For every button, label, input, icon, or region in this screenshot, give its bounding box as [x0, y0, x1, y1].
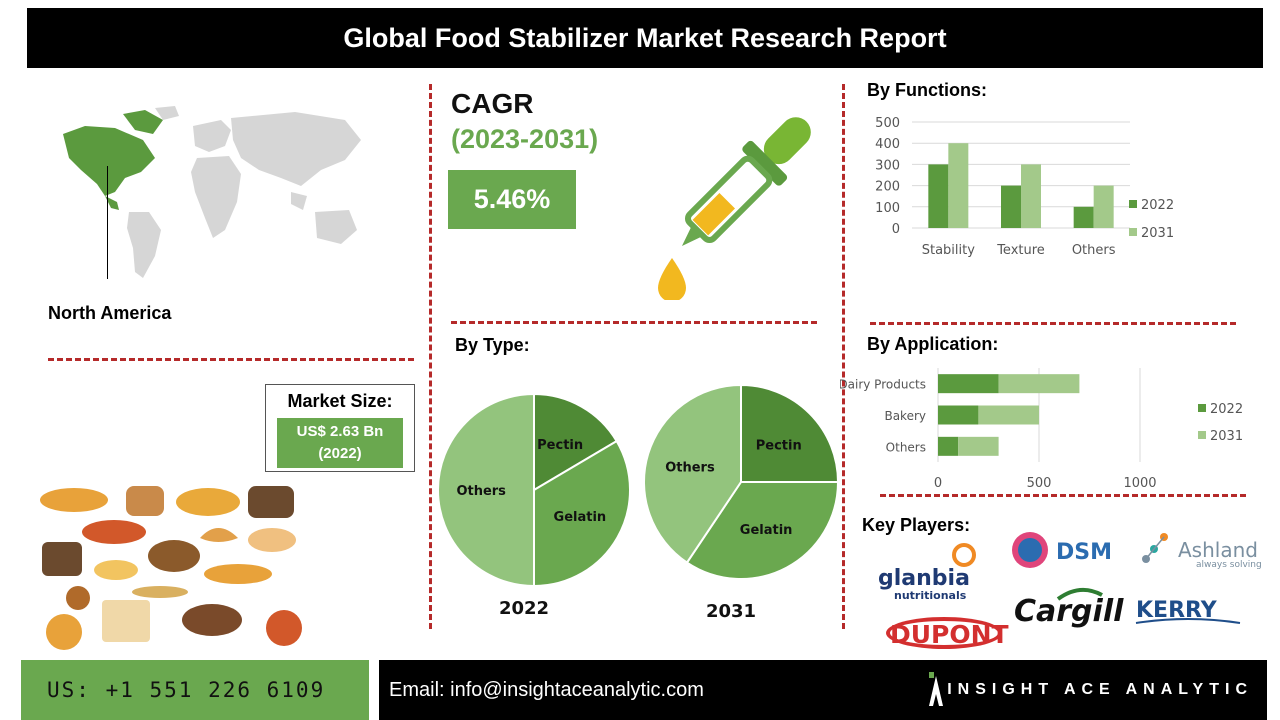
- application-bar-2031: [958, 436, 999, 456]
- application-bar-2022: [938, 374, 999, 394]
- logo-kerry: KERRY: [1135, 598, 1241, 624]
- divider-right: [842, 84, 845, 629]
- application-category-label: Dairy Products: [840, 378, 926, 392]
- type-pie-slice-label: Others: [665, 460, 715, 475]
- application-heading: By Application:: [867, 334, 999, 354]
- type-pie-slice-gelatin: [685, 481, 840, 580]
- application-bar-2031: [998, 374, 1080, 394]
- type-pie-charts: Pectin Gelatin Others 2022 Pectin Gelatin Othe…: [437, 383, 840, 622]
- map-pointer-line: [107, 166, 108, 279]
- brand-name: INSIGHT ACE ANALYTIC: [947, 681, 1253, 698]
- logo-dsm: DSM: [1012, 532, 1112, 568]
- functions-ytick-label: 200: [875, 180, 900, 195]
- type-pie-slice-label: Gelatin: [740, 523, 793, 538]
- functions-ytick-label: 100: [875, 201, 900, 216]
- divider-functions: [870, 322, 1236, 325]
- type-pie-slice-pectin: [740, 383, 840, 483]
- functions-category-label: Others: [1072, 243, 1116, 258]
- footer-bar: Email: info@insightaceanalytic.com INSIG…: [379, 660, 1267, 720]
- logo-dupont: DUPONT: [886, 617, 1009, 649]
- type-pie-slice-label: Pectin: [756, 438, 802, 453]
- application-bar-2022: [938, 405, 979, 425]
- cagr-title: CAGR: [451, 88, 534, 119]
- market-size-value-year: (2022): [318, 445, 362, 462]
- logo-ashland-sub: always solving: [1196, 560, 1262, 570]
- application-legend-swatch: [1198, 431, 1206, 439]
- application-xtick-label: 1000: [1123, 476, 1156, 491]
- functions-category-label: Texture: [996, 243, 1045, 258]
- application-xtick-label: 500: [1027, 476, 1052, 491]
- logo-cargill: Cargill: [1014, 587, 1124, 629]
- cagr-years: (2023-2031): [451, 124, 599, 154]
- type-heading: By Type:: [455, 335, 530, 355]
- application-xtick-label: 0: [934, 476, 942, 491]
- functions-bar-2022: [928, 164, 949, 228]
- type-pie-slice-gelatin: [533, 439, 631, 588]
- type-pie-slice-label: Others: [456, 484, 506, 499]
- application-legend-label: 2031: [1210, 429, 1243, 444]
- logo-glanbia-name: glanbia: [878, 566, 970, 591]
- application-legend-swatch: [1198, 404, 1206, 412]
- functions-bar-2031: [948, 143, 969, 228]
- functions-legend-label: 2031: [1141, 226, 1174, 241]
- functions-legend-label: 2022: [1141, 198, 1174, 213]
- functions-ytick-label: 0: [892, 222, 900, 237]
- divider-left: [429, 84, 432, 629]
- application-bar-chart: 0 500 1000 Dairy Products Bakery Others 2022 20…: [840, 368, 1243, 491]
- type-pie-slice-pectin: [533, 392, 619, 492]
- type-pie-slice-others: [437, 392, 535, 588]
- application-legend-label: 2022: [1210, 402, 1243, 417]
- functions-bar-chart: 0 100 200 300 400 500 Stability Texture Others 20…: [875, 116, 1174, 258]
- email-address: Email: info@insightaceanalytic.com: [389, 678, 704, 701]
- functions-bar-2022: [1073, 206, 1094, 228]
- logo-cargill-name: Cargill: [1014, 594, 1124, 629]
- phone-number: US: +1 551 226 6109: [21, 660, 369, 720]
- functions-ytick-label: 400: [875, 137, 900, 152]
- application-category-label: Others: [886, 440, 926, 454]
- dropper-icon: [658, 117, 811, 300]
- key-players-heading: Key Players:: [862, 515, 971, 535]
- divider-application: [880, 494, 1246, 497]
- functions-heading: By Functions:: [867, 80, 987, 100]
- brand-logo-icon: [929, 672, 943, 706]
- functions-legend-swatch: [1129, 200, 1137, 208]
- page-title: Global Food Stabilizer Market Research R…: [27, 8, 1263, 68]
- application-category-label: Bakery: [884, 409, 926, 423]
- logo-dsm-name: DSM: [1056, 540, 1112, 565]
- divider-cagr: [451, 321, 817, 324]
- type-pie-slice-label: Gelatin: [554, 510, 607, 525]
- functions-legend-swatch: [1129, 228, 1137, 236]
- key-players-logos: glanbia nutritionals DSM Ashland always …: [878, 532, 1262, 649]
- bakery-products-illustration: [40, 486, 302, 650]
- type-pie-year-label: 2031: [706, 601, 756, 622]
- market-size-value: US$ 2.63 Bn (2022): [277, 418, 403, 468]
- market-size-value-amount: US$ 2.63 Bn: [296, 423, 384, 440]
- functions-ytick-label: 500: [875, 116, 900, 131]
- cagr-value: 5.46%: [448, 170, 576, 229]
- world-map: [63, 106, 361, 278]
- functions-bar-2031: [1021, 164, 1041, 228]
- logo-glanbia: glanbia nutritionals: [878, 543, 976, 602]
- region-label: North America: [48, 303, 172, 323]
- divider-region: [48, 358, 414, 361]
- type-pie-slice-label: Pectin: [537, 438, 583, 453]
- type-pie-slice-others: [643, 383, 742, 564]
- functions-category-label: Stability: [922, 243, 976, 258]
- functions-bar-2022: [1001, 185, 1021, 228]
- functions-ytick-label: 300: [875, 158, 900, 173]
- market-size-card: Market Size: US$ 2.63 Bn (2022): [265, 384, 415, 472]
- type-pie-year-label: 2022: [499, 598, 549, 619]
- logo-glanbia-sub: nutritionals: [894, 589, 967, 602]
- logo-ashland-name: Ashland: [1178, 538, 1258, 562]
- application-bar-2031: [978, 405, 1039, 425]
- logo-dupont-name: DUPONT: [890, 620, 1009, 649]
- market-size-label: Market Size:: [287, 391, 393, 411]
- functions-bar-2031: [1093, 185, 1114, 228]
- logo-ashland: Ashland always solving: [1142, 533, 1262, 570]
- application-bar-2022: [938, 436, 959, 456]
